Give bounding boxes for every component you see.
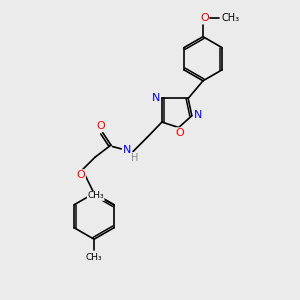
Text: CH₃: CH₃ (87, 191, 104, 200)
Text: N: N (194, 110, 202, 120)
Text: O: O (176, 128, 184, 138)
Text: H: H (131, 153, 139, 163)
Text: O: O (200, 14, 209, 23)
Text: N: N (152, 93, 160, 103)
Text: CH₃: CH₃ (86, 253, 102, 262)
Text: O: O (96, 121, 105, 131)
Text: O: O (76, 170, 85, 180)
Text: N: N (122, 145, 131, 155)
Text: CH₃: CH₃ (222, 14, 240, 23)
